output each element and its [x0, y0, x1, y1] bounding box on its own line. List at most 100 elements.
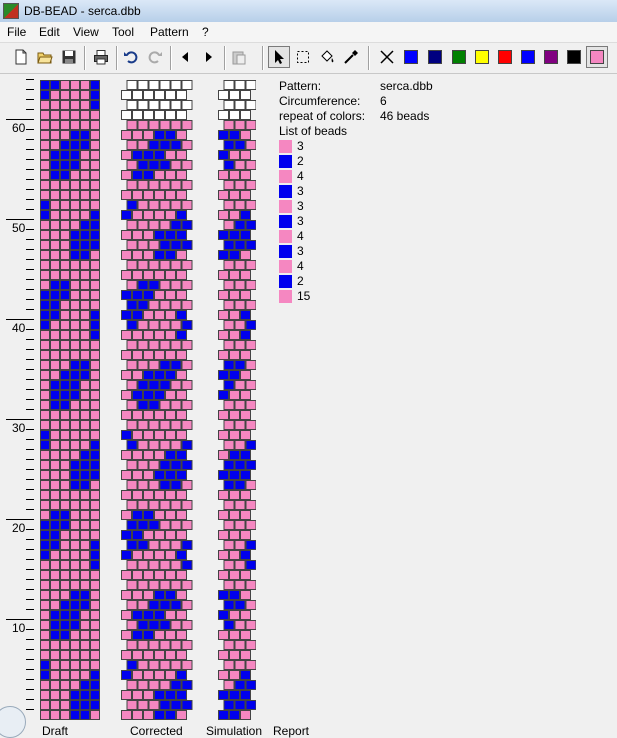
bead-cell[interactable] — [154, 310, 165, 320]
bead-cell[interactable] — [170, 80, 182, 90]
bead-cell[interactable] — [240, 290, 251, 300]
bead-cell[interactable] — [80, 360, 90, 370]
bead-cell[interactable] — [143, 150, 154, 160]
bead-cell[interactable] — [121, 530, 132, 540]
bead-cell[interactable] — [181, 300, 193, 310]
bead-cell[interactable] — [143, 490, 154, 500]
bead-cell[interactable] — [143, 470, 154, 480]
bead-cell[interactable] — [40, 120, 50, 130]
bead-cell[interactable] — [90, 390, 100, 400]
bead-cell[interactable] — [165, 190, 176, 200]
bead-cell[interactable] — [40, 130, 50, 140]
bead-cell[interactable] — [70, 530, 80, 540]
bead-cell[interactable] — [229, 470, 240, 480]
bead-cell[interactable] — [137, 160, 149, 170]
bead-cell[interactable] — [218, 210, 229, 220]
bead-cell[interactable] — [50, 120, 60, 130]
bead-cell[interactable] — [165, 130, 176, 140]
bead-cell[interactable] — [181, 260, 193, 270]
bead-cell[interactable] — [40, 420, 50, 430]
bead-cell[interactable] — [218, 270, 229, 280]
bead-cell[interactable] — [148, 440, 160, 450]
bead-cell[interactable] — [154, 710, 165, 720]
bead-cell[interactable] — [50, 460, 60, 470]
bead-cell[interactable] — [245, 380, 256, 390]
bead-cell[interactable] — [159, 580, 171, 590]
bead-cell[interactable] — [60, 360, 70, 370]
eraser-x-icon[interactable] — [376, 46, 398, 68]
bead-cell[interactable] — [132, 310, 143, 320]
bead-cell[interactable] — [90, 660, 100, 670]
bead-cell[interactable] — [240, 150, 251, 160]
bead-cell[interactable] — [165, 250, 176, 260]
bead-cell[interactable] — [154, 590, 165, 600]
bead-cell[interactable] — [154, 270, 165, 280]
bead-cell[interactable] — [40, 460, 50, 470]
bead-cell[interactable] — [229, 450, 240, 460]
bead-cell[interactable] — [181, 680, 193, 690]
menu-tool[interactable]: Tool — [112, 25, 135, 39]
bead-cell[interactable] — [159, 140, 171, 150]
bead-cell[interactable] — [176, 210, 187, 220]
bead-cell[interactable] — [70, 700, 80, 710]
bead-cell[interactable] — [223, 100, 235, 110]
bead-cell[interactable] — [60, 480, 70, 490]
bead-cell[interactable] — [40, 490, 50, 500]
bead-cell[interactable] — [137, 340, 149, 350]
bead-cell[interactable] — [165, 690, 176, 700]
bead-cell[interactable] — [90, 340, 100, 350]
bead-cell[interactable] — [176, 150, 187, 160]
bead-cell[interactable] — [70, 210, 80, 220]
bead-cell[interactable] — [170, 380, 182, 390]
bead-cell[interactable] — [170, 600, 182, 610]
bead-cell[interactable] — [70, 280, 80, 290]
bead-cell[interactable] — [234, 240, 246, 250]
bead-cell[interactable] — [181, 120, 193, 130]
bead-cell[interactable] — [126, 220, 138, 230]
bead-cell[interactable] — [240, 630, 251, 640]
bead-cell[interactable] — [50, 600, 60, 610]
bead-cell[interactable] — [126, 580, 138, 590]
bead-cell[interactable] — [148, 700, 160, 710]
bead-cell[interactable] — [143, 230, 154, 240]
bead-cell[interactable] — [148, 340, 160, 350]
bead-cell[interactable] — [159, 260, 171, 270]
bead-cell[interactable] — [80, 390, 90, 400]
bead-cell[interactable] — [165, 430, 176, 440]
bead-cell[interactable] — [245, 500, 256, 510]
color-swatch-red[interactable] — [494, 46, 516, 68]
bead-cell[interactable] — [137, 640, 149, 650]
bead-cell[interactable] — [50, 410, 60, 420]
bead-cell[interactable] — [40, 370, 50, 380]
bead-cell[interactable] — [181, 140, 193, 150]
bead-cell[interactable] — [40, 380, 50, 390]
bead-cell[interactable] — [60, 80, 70, 90]
bead-cell[interactable] — [121, 250, 132, 260]
bead-cell[interactable] — [245, 300, 256, 310]
bead-cell[interactable] — [148, 660, 160, 670]
bead-cell[interactable] — [121, 210, 132, 220]
bead-cell[interactable] — [50, 480, 60, 490]
bead-cell[interactable] — [223, 360, 235, 370]
bead-cell[interactable] — [40, 520, 50, 530]
bead-cell[interactable] — [90, 300, 100, 310]
bead-cell[interactable] — [143, 610, 154, 620]
bead-cell[interactable] — [80, 220, 90, 230]
bead-cell[interactable] — [229, 590, 240, 600]
bead-cell[interactable] — [181, 400, 193, 410]
bead-cell[interactable] — [154, 210, 165, 220]
bead-cell[interactable] — [40, 700, 50, 710]
bead-cell[interactable] — [170, 420, 182, 430]
bead-cell[interactable] — [126, 200, 138, 210]
bead-cell[interactable] — [159, 220, 171, 230]
fill-bucket-icon[interactable] — [316, 46, 338, 68]
bead-cell[interactable] — [245, 200, 256, 210]
draft-grid[interactable] — [40, 77, 102, 720]
bead-cell[interactable] — [90, 90, 100, 100]
bead-cell[interactable] — [40, 540, 50, 550]
bead-cell[interactable] — [50, 670, 60, 680]
bead-cell[interactable] — [50, 500, 60, 510]
bead-cell[interactable] — [90, 150, 100, 160]
bead-cell[interactable] — [50, 380, 60, 390]
bead-cell[interactable] — [159, 660, 171, 670]
